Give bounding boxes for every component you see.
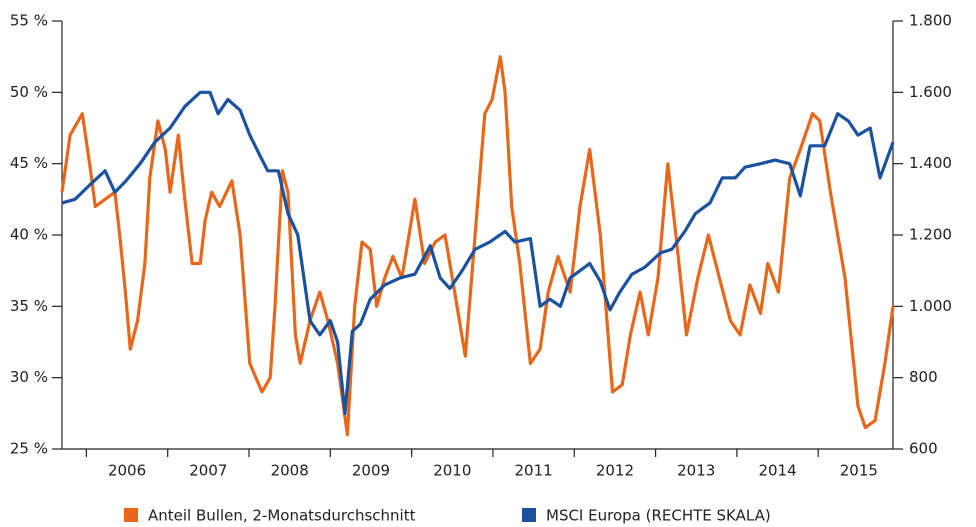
legend-label: Anteil Bullen, 2-Monatsdurchschnitt [148,507,416,525]
y2-tick-label: 600 [909,440,938,458]
x-tick-label: 2007 [189,462,227,480]
x-tick-label: 2009 [352,462,390,480]
x-tick-label: 2015 [840,462,878,480]
x-tick-label: 2010 [433,462,471,480]
legend-swatch [124,508,138,522]
x-tick-label: 2014 [758,462,796,480]
x-tick-label: 2011 [515,462,553,480]
y-tick-label: 45 % [10,154,48,172]
series-line [60,55,895,437]
y-tick-label: 25 % [10,440,48,458]
series-line [61,90,895,415]
x-tick-label: 2008 [271,462,309,480]
y2-tick-label: 1.000 [909,297,952,315]
y2-tick-label: 1.800 [909,12,952,30]
legend-swatch [522,508,536,522]
y-tick-label: 50 % [10,83,48,101]
y2-tick-label: 1.200 [909,226,952,244]
y2-tick-label: 1.600 [909,83,952,101]
y-tick-label: 35 % [10,297,48,315]
y-tick-label: 40 % [10,226,48,244]
y-tick-label: 55 % [10,12,48,30]
y-tick-label: 30 % [10,368,48,386]
y2-tick-label: 1.400 [909,154,952,172]
legend-label: MSCI Europa (RECHTE SKALA) [546,507,771,525]
y2-tick-label: 800 [909,368,938,386]
x-tick-label: 2013 [677,462,715,480]
x-tick-label: 2012 [596,462,634,480]
x-tick-label: 2006 [108,462,146,480]
